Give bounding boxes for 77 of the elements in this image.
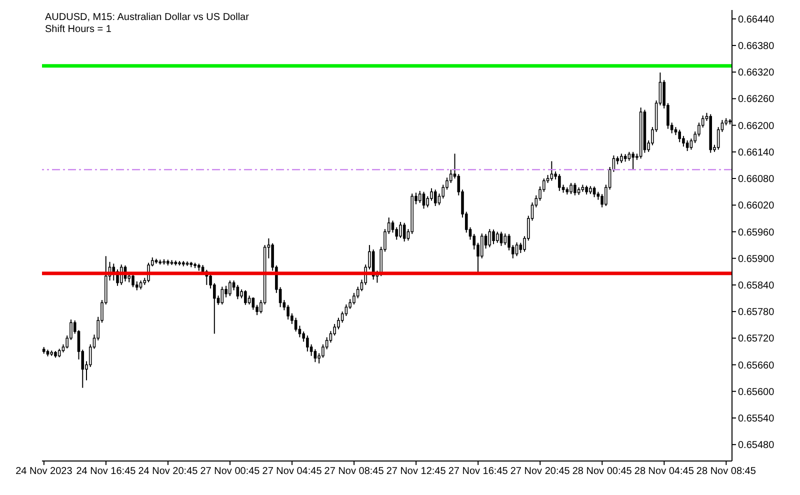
candlestick [500, 231, 503, 246]
y-tick-label: 0.65840 [738, 280, 775, 292]
candlestick [286, 304, 290, 320]
y-tick-label: 0.66080 [738, 174, 775, 186]
candlestick [550, 160, 554, 182]
x-tick-label: 27 Nov 00:45 [200, 466, 260, 478]
x-tick-label: 27 Nov 12:45 [386, 466, 446, 478]
candlestick [508, 233, 510, 251]
y-tick-label: 0.65480 [738, 440, 775, 452]
y-tick-label: 0.65720 [738, 334, 775, 345]
candlestick [492, 229, 495, 245]
candlestick [329, 330, 332, 344]
candlestick [682, 135, 685, 148]
chart-title: AUDUSD, M15: Australian Dollar vs US Dollar [45, 12, 249, 24]
x-tick-label: 27 Nov 16:45 [448, 466, 508, 478]
candlestick [504, 233, 507, 246]
candlestick [496, 231, 499, 244]
candlestick [244, 290, 247, 306]
y-tick-label: 0.66260 [738, 94, 775, 106]
y-tick-label: 0.65600 [738, 386, 775, 398]
candlestick [418, 190, 422, 204]
candlestick [574, 182, 576, 196]
candlestick [306, 335, 309, 352]
candlestick [402, 222, 406, 242]
candlestick [620, 153, 623, 164]
candlestick [678, 129, 681, 143]
candlestick [716, 126, 720, 150]
candlestick [236, 284, 240, 300]
candlestick [592, 186, 596, 198]
y-tick-label: 0.65780 [738, 307, 775, 318]
candlestick [422, 191, 426, 210]
candlestick [322, 344, 324, 358]
candlestick [519, 242, 522, 254]
y-tick-label: 0.66380 [738, 41, 775, 52]
y-tick-label: 0.65900 [738, 254, 775, 265]
x-tick-label: 28 Nov 04:45 [634, 466, 694, 478]
x-tick-label: 24 Nov 20:45 [138, 466, 198, 478]
candlestick [228, 280, 232, 297]
y-tick-label: 0.65960 [738, 227, 775, 238]
y-tick-label: 0.66440 [738, 14, 775, 26]
candlestick [558, 174, 561, 192]
y-tick-label: 0.65660 [738, 360, 775, 372]
y-tick-label: 0.66320 [738, 68, 775, 79]
candlestick [434, 189, 437, 207]
y-tick-label: 0.66020 [738, 200, 775, 212]
x-tick-label: 28 Nov 08:45 [696, 466, 756, 478]
candlestick [252, 296, 255, 310]
candlestick [515, 242, 518, 257]
candlestick [356, 286, 360, 299]
text: Shift Hours = 1 [45, 24, 112, 36]
x-tick-label: 27 Nov 20:45 [510, 466, 570, 478]
candlestick [690, 138, 693, 150]
candlestick [570, 182, 572, 195]
y-tick-label: 0.66200 [738, 120, 775, 132]
candlestick [399, 221, 402, 238]
candlestick [632, 151, 634, 170]
candlestick [686, 140, 689, 152]
candlestick [488, 228, 492, 248]
candlestick [337, 317, 340, 330]
y-tick-label: 0.65540 [738, 414, 775, 425]
x-tick-label: 24 Nov 16:45 [76, 466, 136, 478]
candlestick [698, 122, 700, 137]
x-tick-label: 24 Nov 2023 [16, 466, 73, 478]
candlestick [391, 220, 394, 234]
candlestick [220, 286, 224, 305]
candlestick [294, 317, 298, 332]
candlestick [352, 292, 356, 305]
candlestick [426, 196, 430, 208]
candlestick [132, 274, 134, 288]
x-tick-label: 27 Nov 08:45 [324, 466, 384, 478]
candlestick [314, 348, 317, 363]
y-tick-label: 0.66140 [738, 147, 775, 158]
x-tick-label: 28 Nov 00:45 [572, 466, 632, 478]
x-tick-label: 27 Nov 04:45 [262, 466, 322, 478]
candlestick [395, 226, 398, 240]
candlestick [480, 233, 484, 259]
candlestick [430, 188, 433, 202]
